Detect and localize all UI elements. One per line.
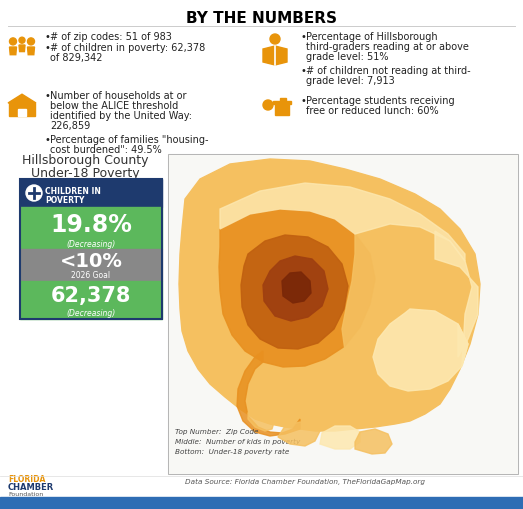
Polygon shape bbox=[355, 429, 392, 454]
Polygon shape bbox=[342, 224, 472, 375]
Bar bbox=[280, 98, 286, 101]
Text: •: • bbox=[300, 96, 306, 106]
Bar bbox=[168, 154, 518, 474]
Text: Middle:  Number of kids in poverty: Middle: Number of kids in poverty bbox=[175, 439, 300, 445]
Polygon shape bbox=[248, 406, 275, 431]
Text: POVERTY: POVERTY bbox=[45, 196, 84, 205]
Polygon shape bbox=[263, 46, 275, 65]
Text: (Decreasing): (Decreasing) bbox=[66, 309, 116, 319]
Circle shape bbox=[263, 100, 273, 110]
Text: Percentage of Hillsborough: Percentage of Hillsborough bbox=[306, 32, 438, 42]
Text: FLORIDA: FLORIDA bbox=[8, 474, 46, 484]
Polygon shape bbox=[237, 351, 300, 436]
Bar bbox=[20, 281, 162, 319]
Polygon shape bbox=[179, 159, 480, 431]
Text: cost burdened": 49.5%: cost burdened": 49.5% bbox=[50, 145, 162, 155]
Polygon shape bbox=[219, 209, 375, 367]
Text: third-graders reading at or above: third-graders reading at or above bbox=[306, 42, 469, 52]
Text: grade level: 51%: grade level: 51% bbox=[306, 52, 389, 62]
Circle shape bbox=[26, 185, 42, 201]
Text: CHAMBER: CHAMBER bbox=[8, 483, 54, 492]
Text: free or reduced lunch: 60%: free or reduced lunch: 60% bbox=[306, 106, 439, 116]
Polygon shape bbox=[435, 231, 478, 366]
Text: 226,859: 226,859 bbox=[50, 121, 90, 131]
Text: below the ALICE threshold: below the ALICE threshold bbox=[50, 101, 178, 111]
Bar bbox=[20, 179, 162, 207]
Text: 19.8%: 19.8% bbox=[50, 213, 132, 237]
Circle shape bbox=[19, 37, 25, 43]
Text: # of children not reading at third-: # of children not reading at third- bbox=[306, 66, 471, 76]
Text: •: • bbox=[44, 91, 50, 101]
Text: Percentage students receiving: Percentage students receiving bbox=[306, 96, 454, 106]
Polygon shape bbox=[220, 183, 465, 261]
Polygon shape bbox=[28, 47, 35, 54]
Text: •: • bbox=[44, 43, 50, 53]
Polygon shape bbox=[320, 426, 360, 449]
Text: CHILDREN IN: CHILDREN IN bbox=[45, 187, 101, 196]
Polygon shape bbox=[241, 235, 348, 349]
Text: •: • bbox=[300, 32, 306, 42]
Text: Percentage of families "housing-: Percentage of families "housing- bbox=[50, 135, 209, 145]
Text: # of zip codes: 51 of 983: # of zip codes: 51 of 983 bbox=[50, 32, 172, 42]
Bar bbox=[18, 108, 26, 116]
Text: •: • bbox=[300, 66, 306, 76]
Bar bbox=[0, 497, 523, 509]
Polygon shape bbox=[278, 422, 320, 446]
Polygon shape bbox=[263, 256, 328, 321]
Polygon shape bbox=[275, 46, 287, 65]
Text: Hillsborough County: Hillsborough County bbox=[22, 154, 148, 167]
Polygon shape bbox=[373, 309, 468, 391]
Text: of 829,342: of 829,342 bbox=[50, 53, 103, 63]
Bar bbox=[20, 207, 162, 249]
Bar bbox=[168, 154, 518, 474]
Text: identified by the United Way:: identified by the United Way: bbox=[50, 111, 192, 121]
Text: # of children in poverty: 62,378: # of children in poverty: 62,378 bbox=[50, 43, 205, 53]
Polygon shape bbox=[282, 272, 311, 303]
Bar bbox=[9, 103, 35, 116]
Text: grade level: 7,913: grade level: 7,913 bbox=[306, 76, 395, 86]
Polygon shape bbox=[9, 47, 17, 54]
Circle shape bbox=[270, 34, 280, 44]
Text: Bottom:  Under-18 poverty rate: Bottom: Under-18 poverty rate bbox=[175, 449, 289, 455]
Text: BY THE NUMBERS: BY THE NUMBERS bbox=[186, 11, 336, 26]
Bar bbox=[20, 249, 162, 281]
Circle shape bbox=[9, 38, 17, 45]
Polygon shape bbox=[19, 45, 25, 51]
Text: Data Source: Florida Chamber Foundation, TheFloridaGapMap.org: Data Source: Florida Chamber Foundation,… bbox=[185, 479, 425, 485]
Text: Foundation: Foundation bbox=[8, 492, 43, 496]
Text: •: • bbox=[44, 135, 50, 145]
Bar bbox=[20, 179, 162, 319]
Text: Top Number:  Zip Code: Top Number: Zip Code bbox=[175, 429, 258, 435]
Text: (Decreasing): (Decreasing) bbox=[66, 240, 116, 248]
Text: •: • bbox=[44, 32, 50, 42]
Text: 2026 Goal: 2026 Goal bbox=[72, 271, 110, 280]
Text: 62,378: 62,378 bbox=[51, 286, 131, 306]
Text: Number of households at or: Number of households at or bbox=[50, 91, 187, 101]
Text: <10%: <10% bbox=[60, 252, 122, 271]
Bar bbox=[273, 101, 291, 104]
Circle shape bbox=[28, 38, 35, 45]
Bar bbox=[275, 103, 289, 115]
Text: Under-18 Poverty: Under-18 Poverty bbox=[31, 167, 139, 180]
Polygon shape bbox=[8, 94, 36, 103]
